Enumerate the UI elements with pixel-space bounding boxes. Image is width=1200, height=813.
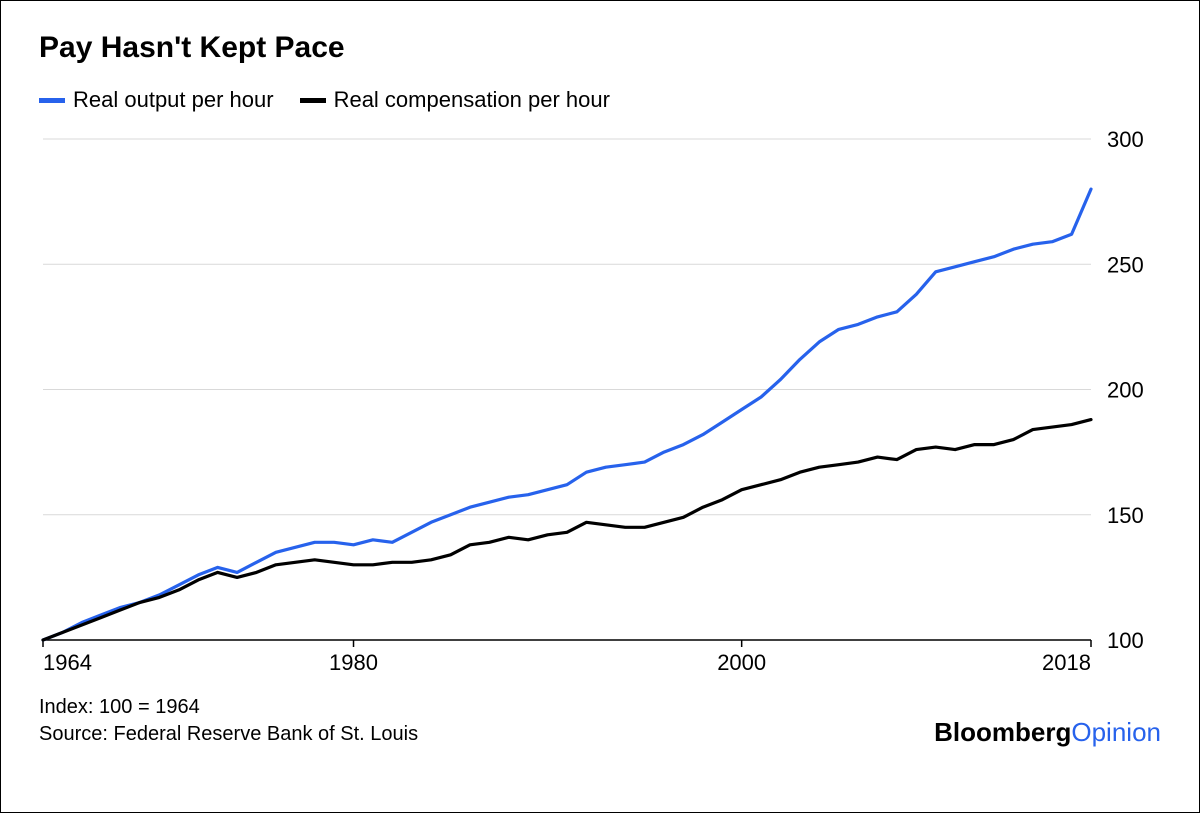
legend-swatch-output [39, 98, 65, 103]
footnote-source: Source: Federal Reserve Bank of St. Loui… [39, 721, 418, 748]
svg-text:300: 300 [1107, 131, 1144, 152]
footnotes: Index: 100 = 1964 Source: Federal Reserv… [39, 694, 418, 748]
svg-text:1980: 1980 [329, 650, 378, 675]
line-chart-svg: 100 150 200 250 300 1964 1980 2000 2018 [39, 131, 1163, 676]
footer: Index: 100 = 1964 Source: Federal Reserv… [39, 694, 1161, 748]
legend-label-output: Real output per hour [73, 87, 274, 113]
svg-text:200: 200 [1107, 378, 1144, 403]
svg-text:100: 100 [1107, 628, 1144, 653]
brand-part1: Bloomberg [934, 717, 1071, 747]
chart-card: Pay Hasn't Kept Pace Real output per hou… [0, 0, 1200, 813]
svg-text:1964: 1964 [43, 650, 92, 675]
chart-area: 100 150 200 250 300 1964 1980 2000 2018 [39, 131, 1161, 676]
brand-logo: BloombergOpinion [934, 717, 1161, 748]
svg-text:250: 250 [1107, 252, 1144, 277]
legend-swatch-compensation [300, 98, 326, 103]
brand-part2: Opinion [1071, 717, 1161, 747]
legend-label-compensation: Real compensation per hour [334, 87, 610, 113]
svg-text:150: 150 [1107, 503, 1144, 528]
svg-text:2000: 2000 [717, 650, 766, 675]
legend-item-output: Real output per hour [39, 87, 274, 113]
legend: Real output per hour Real compensation p… [39, 87, 1161, 113]
svg-text:2018: 2018 [1042, 650, 1091, 675]
footnote-index: Index: 100 = 1964 [39, 694, 418, 721]
chart-title: Pay Hasn't Kept Pace [39, 31, 1161, 65]
legend-item-compensation: Real compensation per hour [300, 87, 610, 113]
